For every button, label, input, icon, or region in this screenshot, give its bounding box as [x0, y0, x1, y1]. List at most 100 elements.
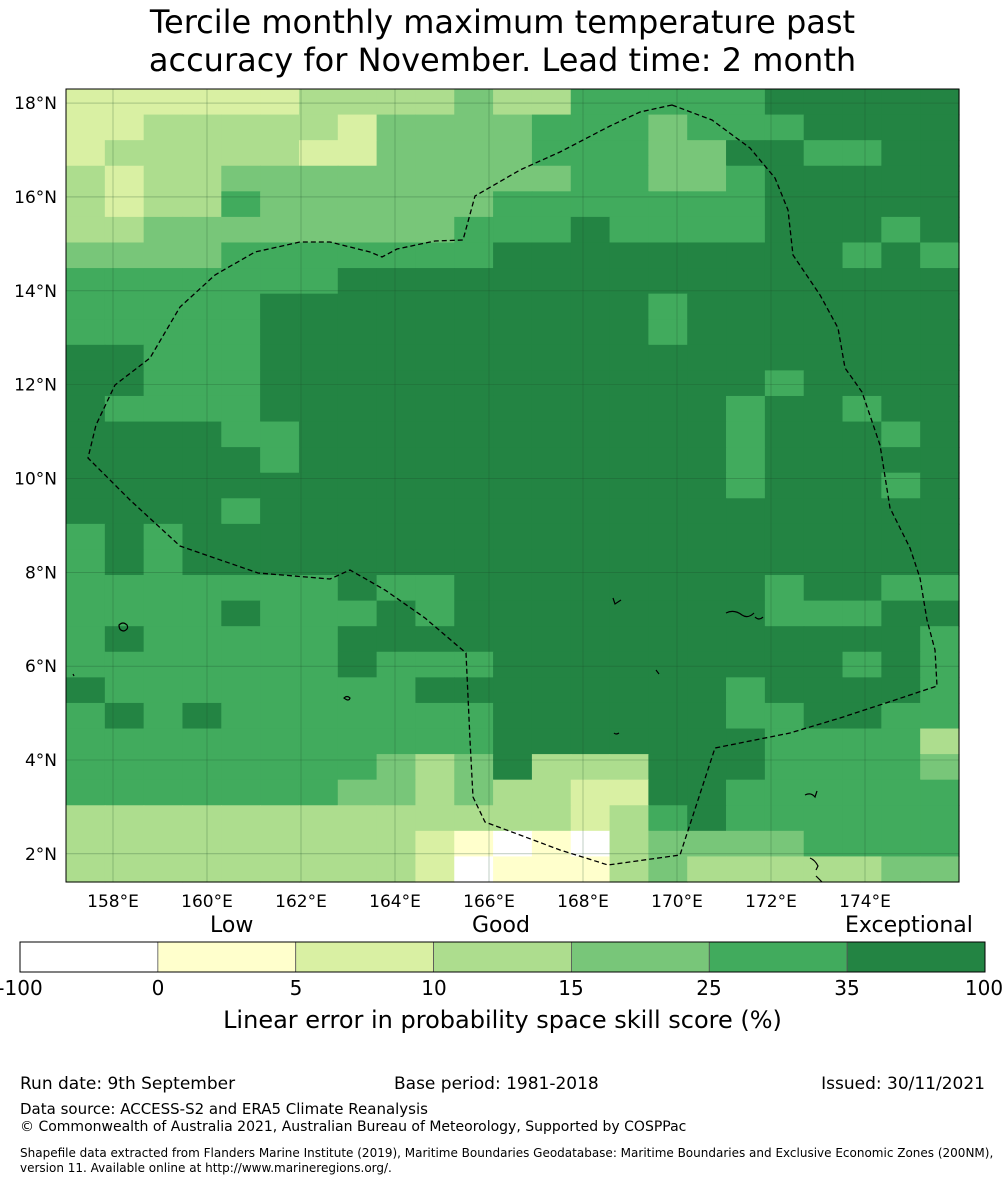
- grid-cell: [570, 89, 611, 116]
- base-period: Base period: 1981-2018: [394, 1074, 599, 1094]
- grid-cell: [66, 344, 106, 371]
- grid-cell: [143, 830, 184, 858]
- grid-cell: [104, 319, 145, 346]
- grid-cell: [881, 498, 921, 525]
- grid-cell: [687, 702, 727, 730]
- grid-cell: [570, 677, 611, 704]
- grid-cell: [415, 651, 455, 678]
- grid-cell: [803, 165, 844, 192]
- grid-cell: [298, 165, 339, 192]
- grid-cell: [609, 114, 649, 141]
- grid-cell: [920, 344, 960, 371]
- grid-cell: [298, 626, 339, 653]
- colorbar-segment: [846, 941, 986, 973]
- grid-cell: [182, 575, 222, 602]
- grid-cell: [803, 549, 844, 576]
- grid-cell: [920, 728, 960, 755]
- grid-cell: [687, 421, 727, 448]
- grid-cell: [415, 421, 455, 448]
- eez-boundary: [87, 104, 938, 866]
- grid-cell: [337, 702, 378, 730]
- grid-cell: [726, 549, 766, 576]
- grid-cell: [415, 549, 455, 576]
- grid-cell: [881, 242, 921, 269]
- grid-cell: [376, 575, 417, 602]
- grid-cell: [221, 114, 261, 141]
- grid-cell: [415, 702, 455, 730]
- grid-cell: [337, 421, 378, 448]
- grid-cell: [221, 677, 261, 704]
- grid-cell: [842, 216, 882, 244]
- grid-cell: [609, 523, 649, 551]
- grid-cell: [726, 498, 766, 525]
- grid-cell: [298, 140, 339, 167]
- grid-cell: [143, 395, 184, 423]
- grid-cell: [66, 216, 106, 244]
- grid-cell: [920, 600, 960, 627]
- grid-cell: [648, 549, 688, 576]
- grid-cell: [66, 268, 106, 295]
- grid-cell: [66, 472, 106, 499]
- grid-cell: [803, 140, 844, 167]
- grid-cell: [260, 344, 300, 371]
- grid-cell: [298, 677, 339, 704]
- grid-cell: [881, 140, 921, 167]
- grid-cell: [803, 293, 844, 320]
- grid-cell: [143, 421, 184, 448]
- grid-cell: [104, 472, 145, 499]
- grid-cell: [531, 191, 572, 218]
- grid-cell: [803, 191, 844, 218]
- grid-cell: [337, 242, 378, 269]
- grid-cell: [143, 856, 184, 883]
- grid-cell: [764, 165, 805, 192]
- grid-cell: [415, 677, 455, 704]
- grid-cell: [337, 575, 378, 602]
- grid-cell: [764, 600, 805, 627]
- grid-cell: [726, 856, 766, 883]
- grid-cell: [260, 498, 300, 525]
- grid-cell: [298, 728, 339, 755]
- grid-cell: [764, 89, 805, 116]
- longitude-label: 170°E: [651, 892, 703, 912]
- grid-cell: [920, 575, 960, 602]
- grid-cell: [104, 242, 145, 269]
- grid-cell: [376, 626, 417, 653]
- grid-cell: [221, 216, 261, 244]
- grid-cell: [920, 114, 960, 141]
- grid-cell: [143, 472, 184, 499]
- grid-cell: [881, 805, 921, 832]
- grid-cell: [493, 344, 533, 371]
- grid-cell: [182, 472, 222, 499]
- grid-cell: [920, 549, 960, 576]
- grid-cell: [726, 702, 766, 730]
- grid-cell: [803, 268, 844, 295]
- grid-cell: [881, 216, 921, 244]
- grid-cell: [609, 395, 649, 423]
- grid-cell: [298, 651, 339, 678]
- longitude-label: 158°E: [87, 892, 139, 912]
- grid-cell: [221, 319, 261, 346]
- grid-cell: [493, 447, 533, 474]
- grid-cell: [531, 242, 572, 269]
- grid-cell: [493, 523, 533, 551]
- grid-cell: [104, 191, 145, 218]
- grid-cell: [531, 370, 572, 397]
- grid-cell: [764, 216, 805, 244]
- grid-cell: [104, 395, 145, 423]
- grid-cell: [648, 805, 688, 832]
- colorbar-segment: [433, 941, 572, 973]
- grid-cell: [764, 395, 805, 423]
- grid-cell: [803, 805, 844, 832]
- grid-cell: [531, 626, 572, 653]
- grid-cell: [143, 268, 184, 295]
- grid-cell: [842, 651, 882, 678]
- grid-cell: [415, 140, 455, 167]
- grid-cell: [104, 677, 145, 704]
- grid-cell: [376, 498, 417, 525]
- grid-cell: [920, 140, 960, 167]
- grid-cell: [609, 165, 649, 192]
- grid-cell: [803, 498, 844, 525]
- grid-cell: [337, 293, 378, 320]
- grid-cell: [842, 191, 882, 218]
- grid-cell: [687, 779, 727, 806]
